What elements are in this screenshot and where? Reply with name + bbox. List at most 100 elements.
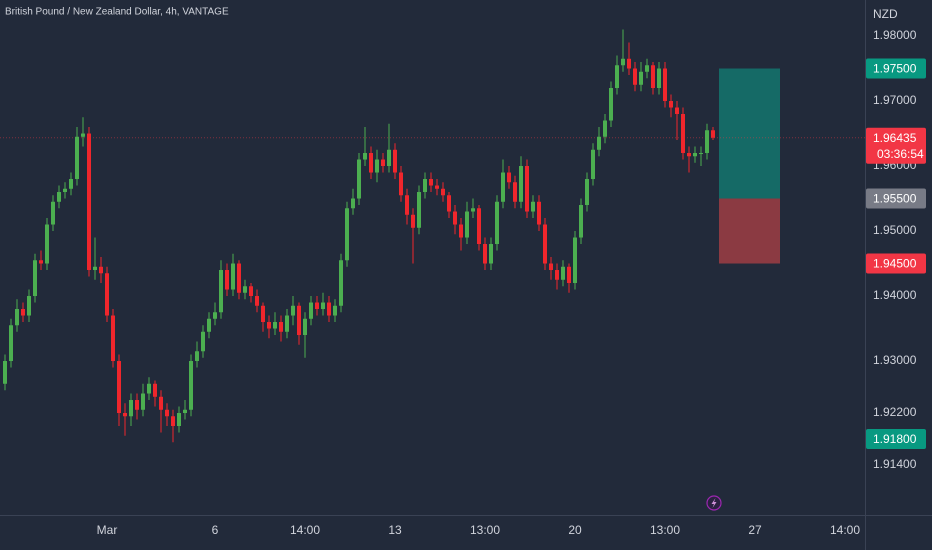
target-label: 1.97500: [873, 62, 917, 76]
lightning-icon[interactable]: [706, 495, 722, 511]
candle-body: [177, 413, 181, 427]
candle-body: [615, 65, 619, 89]
candle-body: [525, 166, 529, 212]
candle-body: [93, 266, 97, 271]
y-tick-label: 1.97000: [873, 93, 917, 107]
candle-body: [291, 305, 295, 316]
candle-body: [591, 149, 595, 180]
candle-body: [153, 383, 157, 397]
candle-body: [357, 159, 361, 199]
y-tick-label: 1.95000: [873, 223, 917, 237]
x-tick-label: 13: [388, 523, 402, 537]
candle-body: [327, 302, 331, 316]
candle-body: [27, 296, 31, 316]
candle-body: [351, 198, 355, 209]
profit-zone: [719, 68, 780, 199]
candle-body: [393, 149, 397, 173]
y-tick-label: 1.98000: [873, 28, 917, 42]
candle-body: [549, 263, 553, 271]
candle-body: [621, 58, 625, 66]
stop-label: 1.94500: [873, 257, 917, 271]
candle-body: [69, 179, 73, 189]
candle-body: [411, 214, 415, 228]
candle-body: [555, 270, 559, 280]
x-tick-label: Mar: [97, 523, 118, 537]
candle-body: [81, 133, 85, 137]
candle-body: [309, 302, 313, 319]
candle-body: [183, 409, 187, 414]
candle-body: [285, 315, 289, 332]
y-tick-label: 1.92200: [873, 405, 917, 419]
candle-body: [213, 312, 217, 319]
candle-body: [429, 179, 433, 186]
candle-body: [705, 130, 709, 154]
candle-body: [9, 325, 13, 362]
candle-body: [435, 185, 439, 189]
candle-body: [633, 68, 637, 85]
candle-body: [675, 107, 679, 115]
icon-bolt[interactable]: [711, 498, 717, 508]
candle-body: [477, 208, 481, 245]
candle-body: [603, 120, 607, 137]
candle-body: [375, 159, 379, 173]
candle-body: [165, 409, 169, 417]
candle-body: [441, 188, 445, 196]
chart-title: British Pound / New Zealand Dollar, 4h, …: [5, 7, 229, 18]
candle-body: [171, 416, 175, 427]
candle-body: [57, 192, 61, 202]
candle-body: [447, 195, 451, 212]
candle-body: [141, 393, 145, 410]
candle-body: [243, 286, 247, 293]
last-price-tag-bg: [866, 127, 926, 164]
candle-body: [339, 260, 343, 306]
candle-body: [51, 201, 55, 225]
candle-body: [693, 153, 697, 157]
candle-body: [225, 270, 229, 290]
candle-body: [345, 208, 349, 261]
y-tick-label: 1.93000: [873, 353, 917, 367]
x-tick-label: 13:00: [650, 523, 680, 537]
candle-body: [561, 266, 565, 280]
candle-body: [123, 413, 127, 417]
candle-body: [651, 65, 655, 89]
currency-label: NZD: [873, 7, 898, 21]
candle-body: [195, 351, 199, 362]
candle-body: [513, 182, 517, 202]
candle-body: [639, 71, 643, 85]
candle-body: [63, 188, 67, 193]
candle-body: [495, 201, 499, 245]
candle-body: [39, 260, 43, 264]
x-tick-label: 27: [748, 523, 762, 537]
candle-body: [207, 318, 211, 332]
candle-body: [381, 159, 385, 167]
candle-body: [399, 172, 403, 196]
candle-body: [105, 273, 109, 316]
candle-body: [483, 244, 487, 264]
countdown-label: 03:36:54: [877, 147, 924, 161]
candle-body: [519, 166, 523, 202]
candle-body: [573, 237, 577, 284]
candle-body: [489, 244, 493, 264]
candle-body: [465, 211, 469, 238]
candle-body: [261, 305, 265, 323]
candle-body: [387, 149, 391, 167]
marker-label-bg: [866, 429, 926, 450]
candle-body: [585, 179, 589, 206]
candle-body: [297, 305, 301, 336]
candle-body: [531, 201, 535, 212]
candle-body: [369, 153, 373, 173]
candle-body: [333, 305, 337, 316]
candle-body: [501, 172, 505, 202]
candle-body: [627, 58, 631, 69]
candle-body: [303, 318, 307, 336]
x-tick-label: 20: [568, 523, 582, 537]
candle-body: [237, 263, 241, 293]
loss-zone: [719, 198, 780, 264]
stop-label-bg: [866, 253, 926, 274]
candle-body: [249, 286, 253, 297]
last-price-label: 1.96435: [873, 131, 917, 145]
candle-body: [111, 315, 115, 362]
candle-body: [21, 309, 25, 316]
